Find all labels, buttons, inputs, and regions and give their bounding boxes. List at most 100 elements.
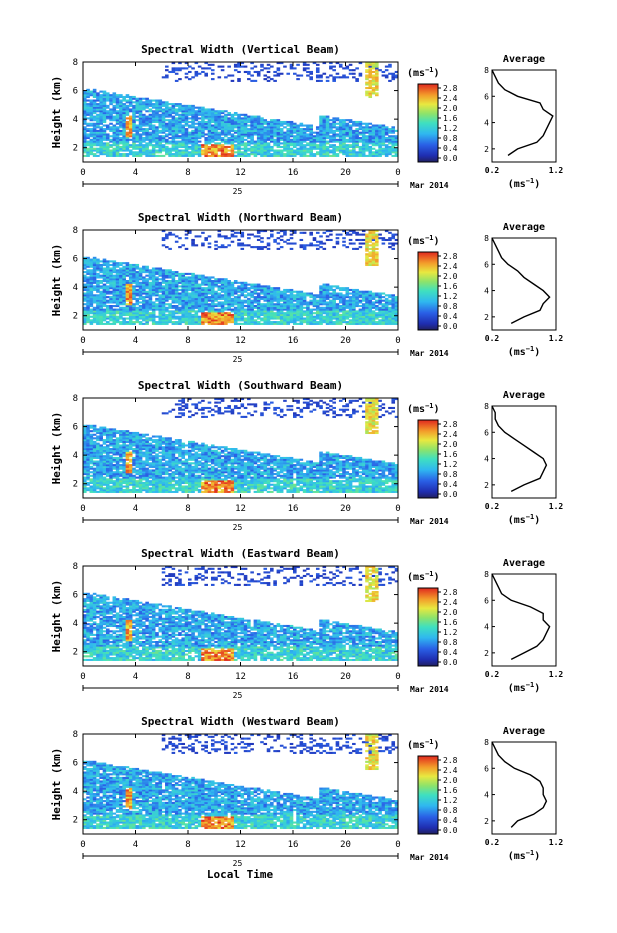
profile-line [492, 742, 546, 827]
x-tick-label: 16 [288, 504, 299, 514]
x-tick-label: 12 [235, 672, 246, 682]
x-tick-label: 8 [185, 672, 190, 682]
colorbar-tick-label: 0.0 [443, 322, 458, 331]
colorbar-tick-label: 1.2 [443, 460, 458, 469]
x-tick-label: 0 [395, 840, 400, 850]
profile-title: Average [503, 222, 545, 233]
heatmap-cells [83, 398, 398, 493]
day-label: 25 [233, 523, 243, 532]
x-tick-label: 20 [340, 336, 351, 346]
y-axis-label: Height (km) [50, 412, 63, 485]
colorbar-tick-label: 1.6 [443, 114, 458, 123]
colorbar-tick-label: 1.6 [443, 282, 458, 291]
profile-frame [492, 742, 556, 834]
profile-y-tick: 8 [484, 66, 489, 75]
colorbar-tick-label: 0.0 [443, 658, 458, 667]
y-tick-label: 6 [73, 87, 78, 97]
colorbar-tick-label: 1.2 [443, 124, 458, 133]
colorbar-tick-label: 2.4 [443, 766, 458, 775]
colorbar-tick-label: 2.8 [443, 756, 458, 765]
profile-x-tick: 0.2 [485, 334, 500, 343]
x-tick-label: 12 [235, 168, 246, 178]
y-axis-label: Height (km) [50, 244, 63, 317]
profile-y-tick: 4 [484, 791, 489, 800]
profile-unit: (ms−1) [508, 681, 541, 694]
profile-x-tick: 1.2 [549, 670, 564, 679]
panel-4: Spectral Width (Eastward Beam)2468Height… [50, 547, 563, 700]
date-label: Mar 2014 [410, 853, 449, 862]
profile-y-tick: 4 [484, 119, 489, 128]
y-tick-label: 4 [73, 787, 78, 797]
panel-1: Spectral Width (Vertical Beam)2468Height… [50, 43, 563, 196]
colorbar-unit: (ms−1) [407, 402, 440, 415]
colorbar-tick-label: 2.4 [443, 262, 458, 271]
y-tick-label: 2 [73, 480, 78, 490]
x-tick-label: 20 [340, 840, 351, 850]
panel-title: Spectral Width (Vertical Beam) [141, 43, 340, 56]
colorbar-tick-label: 2.0 [443, 104, 458, 113]
date-label: Mar 2014 [410, 517, 449, 526]
colorbar-tick-label: 0.4 [443, 144, 458, 153]
colorbar-tick-label: 1.2 [443, 796, 458, 805]
colorbar-tick-label: 1.6 [443, 786, 458, 795]
colorbar-tick-label: 0.0 [443, 154, 458, 163]
x-tick-label: 16 [288, 336, 299, 346]
x-tick-label: 8 [185, 336, 190, 346]
colorbar-unit: (ms−1) [407, 738, 440, 751]
colorbar-tick-label: 1.6 [443, 618, 458, 627]
colorbar-unit: (ms−1) [407, 234, 440, 247]
colorbar-tick-label: 0.4 [443, 480, 458, 489]
x-tick-label: 4 [133, 504, 138, 514]
x-tick-label: 0 [80, 672, 85, 682]
colorbar-tick-label: 0.4 [443, 312, 458, 321]
heatmap-cells [83, 566, 398, 661]
profile-line [492, 70, 553, 155]
panel-title: Spectral Width (Southward Beam) [138, 379, 343, 392]
profile-y-tick: 4 [484, 455, 489, 464]
profile-title: Average [503, 54, 545, 65]
colorbar-tick-label: 2.8 [443, 84, 458, 93]
panel-title: Spectral Width (Eastward Beam) [141, 547, 340, 560]
profile-y-tick: 2 [484, 817, 489, 826]
y-tick-label: 2 [73, 648, 78, 658]
x-axis-label: Local Time [207, 868, 274, 881]
colorbar-tick-label: 0.8 [443, 470, 458, 479]
colorbar [418, 420, 438, 498]
x-tick-label: 12 [235, 840, 246, 850]
profile-title: Average [503, 390, 545, 401]
y-tick-label: 4 [73, 451, 78, 461]
profile-unit: (ms−1) [508, 177, 541, 190]
profile-frame [492, 70, 556, 162]
profile-y-tick: 2 [484, 313, 489, 322]
panel-3: Spectral Width (Southward Beam)2468Heigh… [50, 379, 563, 532]
day-label: 25 [233, 355, 243, 364]
x-tick-label: 16 [288, 840, 299, 850]
date-label: Mar 2014 [410, 685, 449, 694]
profile-x-tick: 0.2 [485, 838, 500, 847]
colorbar [418, 756, 438, 834]
x-tick-label: 12 [235, 504, 246, 514]
profile-unit: (ms−1) [508, 345, 541, 358]
x-tick-label: 16 [288, 672, 299, 682]
profile-y-tick: 6 [484, 260, 489, 269]
x-tick-label: 4 [133, 168, 138, 178]
profile-x-tick: 1.2 [549, 502, 564, 511]
profile-x-tick: 1.2 [549, 166, 564, 175]
profile-title: Average [503, 726, 545, 737]
date-label: Mar 2014 [410, 181, 449, 190]
profile-x-tick: 0.2 [485, 670, 500, 679]
profile-x-tick: 0.2 [485, 166, 500, 175]
y-axis-label: Height (km) [50, 580, 63, 653]
panel-title: Spectral Width (Northward Beam) [138, 211, 343, 224]
colorbar-tick-label: 2.4 [443, 430, 458, 439]
x-tick-label: 4 [133, 840, 138, 850]
colorbar-tick-label: 0.0 [443, 490, 458, 499]
colorbar-tick-label: 2.0 [443, 608, 458, 617]
y-tick-label: 8 [73, 730, 78, 740]
profile-y-tick: 8 [484, 402, 489, 411]
y-tick-label: 2 [73, 144, 78, 154]
colorbar-tick-label: 0.4 [443, 648, 458, 657]
y-tick-label: 4 [73, 619, 78, 629]
x-tick-label: 20 [340, 504, 351, 514]
